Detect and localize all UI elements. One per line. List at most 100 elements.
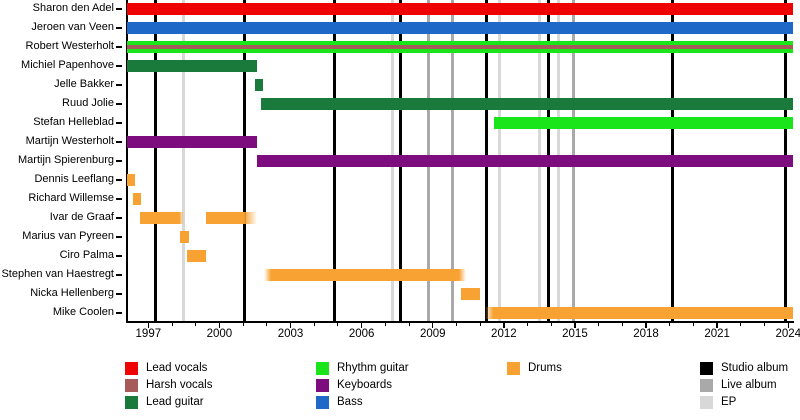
- legend-label: Bass: [337, 396, 363, 408]
- legend-label: Live album: [721, 379, 777, 391]
- y-axis-tick: [116, 179, 122, 181]
- legend-swatch-harsh-vocals: [125, 379, 138, 392]
- x-axis-minor-tick: [337, 322, 339, 326]
- x-tick-label: 2018: [633, 328, 659, 340]
- member-label: Ruud Jolie: [62, 97, 114, 109]
- x-axis-major-tick: [431, 322, 434, 328]
- y-axis-tick: [116, 274, 122, 276]
- x-axis-minor-tick: [242, 322, 244, 326]
- member-label: Jelle Bakker: [54, 78, 114, 90]
- legend-swatch-bass: [316, 396, 329, 409]
- y-axis-tick: [116, 122, 122, 124]
- x-axis-minor-tick: [692, 322, 694, 326]
- member-bar-drums: [140, 212, 184, 224]
- legend-label: Rhythm guitar: [337, 362, 409, 374]
- x-axis-major-tick: [360, 322, 363, 328]
- x-axis-minor-tick: [408, 322, 410, 326]
- member-label: Ivar de Graaf: [49, 211, 114, 223]
- x-tick-label: 2003: [277, 328, 304, 340]
- y-axis-tick: [116, 46, 122, 48]
- x-axis-minor-tick: [479, 322, 481, 326]
- member-label: Stefan Helleblad: [33, 116, 114, 128]
- x-axis-minor-tick: [764, 322, 766, 326]
- release-line-studio: [153, 0, 157, 321]
- y-axis-tick: [116, 84, 122, 86]
- member-label: Richard Willemse: [28, 192, 114, 204]
- member-bar-keyboards: [257, 155, 793, 167]
- legend-swatch-live-album: [700, 379, 713, 392]
- legend-label: Lead guitar: [146, 396, 204, 408]
- member-bar-lead-vocals: [127, 3, 793, 15]
- y-axis-tick: [116, 65, 122, 67]
- x-tick-label: 2015: [562, 328, 588, 340]
- legend-swatch-studio-album: [700, 362, 713, 375]
- legend-swatch-lead-vocals: [125, 362, 138, 375]
- member-label: Michiel Papenhove: [21, 59, 114, 71]
- x-axis-minor-tick: [171, 322, 173, 326]
- x-axis-minor-tick: [313, 322, 315, 326]
- member-label: Dennis Leeflang: [34, 173, 114, 185]
- x-axis-major-tick: [289, 322, 292, 328]
- member-bar-drums: [484, 307, 793, 319]
- legend-swatch-rhythm-guitar: [316, 362, 329, 375]
- x-tick-label: 1997: [135, 328, 162, 340]
- x-tick-label: 2012: [491, 328, 517, 340]
- legend-label: Lead vocals: [146, 362, 208, 374]
- x-axis-minor-tick: [740, 322, 742, 326]
- x-axis-minor-tick: [455, 322, 457, 326]
- release-line-ep: [182, 0, 186, 321]
- member-label: Mike Coolen: [52, 306, 114, 318]
- member-bar-lead-guitar: [127, 60, 258, 72]
- y-axis-line: [126, 0, 128, 321]
- member-label: Stephen van Haestregt: [1, 268, 114, 280]
- y-axis-tick: [116, 312, 122, 314]
- x-axis-major-tick: [218, 322, 221, 328]
- y-axis-tick: [116, 103, 122, 105]
- member-bar-drums: [264, 269, 466, 281]
- member-label: Jeroen van Veen: [31, 21, 114, 33]
- member-bar-keyboards: [127, 136, 258, 148]
- member-label: Martijn Spierenburg: [18, 154, 114, 166]
- member-bar-drums: [206, 212, 258, 224]
- legend-label: Drums: [528, 362, 562, 374]
- member-label: Sharon den Adel: [32, 2, 114, 14]
- member-bar-rhythm-guitar: [494, 117, 793, 129]
- member-bar-drums: [127, 174, 136, 186]
- member-bar-drums: [187, 250, 207, 262]
- x-axis-minor-tick: [195, 322, 197, 326]
- member-label: Ciro Palma: [59, 249, 114, 261]
- x-tick-label: 2021: [704, 328, 730, 340]
- y-axis-tick: [116, 198, 122, 200]
- x-axis-major-tick: [716, 322, 718, 328]
- member-label: Nicka Hellenberg: [30, 287, 114, 299]
- y-axis-tick: [116, 8, 122, 10]
- x-axis-minor-tick: [527, 322, 529, 326]
- x-axis-major-tick: [787, 322, 789, 328]
- release-line-studio: [242, 0, 246, 321]
- y-axis-tick: [116, 141, 122, 143]
- legend-label: Studio album: [721, 362, 789, 374]
- x-tick-label: 2009: [419, 328, 446, 340]
- legend-swatch-keyboards: [316, 379, 329, 392]
- y-axis-tick: [116, 255, 122, 257]
- y-axis-tick: [116, 236, 122, 238]
- x-axis-major-tick: [645, 322, 647, 328]
- y-axis-tick: [116, 160, 122, 162]
- x-axis-minor-tick: [598, 322, 600, 326]
- member-bar-overlay-harsh-vocals: [127, 45, 793, 49]
- x-axis-line: [126, 321, 794, 323]
- x-axis-minor-tick: [621, 322, 623, 326]
- legend-label: Keyboards: [337, 379, 392, 391]
- member-label: Martijn Westerholt: [25, 135, 114, 147]
- member-bar-rhythm-guitar: [127, 41, 793, 53]
- member-label: Marius van Pyreen: [22, 230, 114, 242]
- legend-label: EP: [721, 396, 737, 408]
- member-bar-lead-guitar: [260, 98, 793, 110]
- x-axis-minor-tick: [550, 322, 552, 326]
- member-bar-bass: [127, 22, 793, 34]
- x-tick-label: 2006: [348, 328, 375, 340]
- x-axis-major-tick: [147, 322, 150, 328]
- legend-swatch-ep: [700, 396, 713, 409]
- legend-swatch-lead-guitar: [125, 396, 138, 409]
